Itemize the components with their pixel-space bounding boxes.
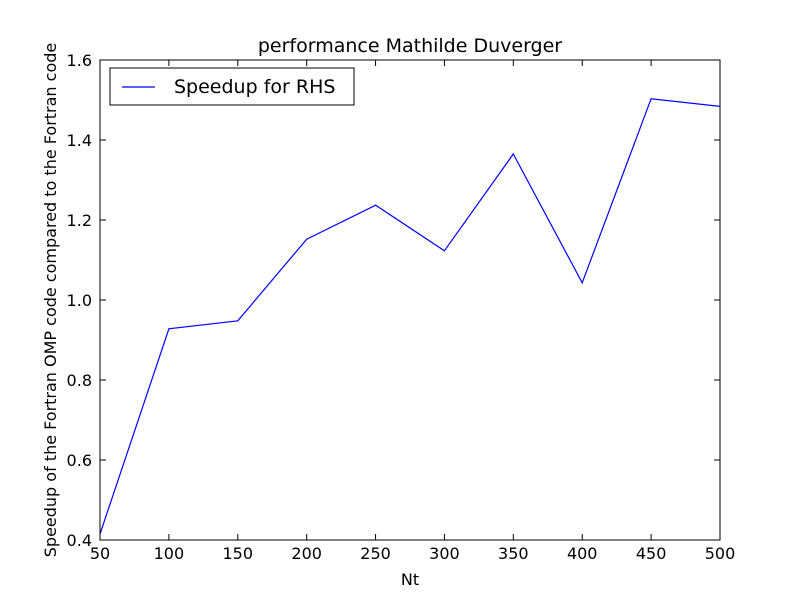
legend-label: Speedup for RHS bbox=[174, 76, 335, 98]
x-tick-label: 400 bbox=[567, 544, 598, 563]
chart-title: performance Mathilde Duverger bbox=[258, 35, 562, 57]
data-point bbox=[168, 328, 170, 330]
axis-ticks bbox=[99, 59, 721, 541]
data-point bbox=[237, 320, 239, 322]
y-tick-label: 1.0 bbox=[67, 291, 92, 310]
x-tick-label: 200 bbox=[291, 544, 322, 563]
y-tick-label: 0.4 bbox=[67, 531, 92, 550]
y-tick-label: 1.4 bbox=[67, 131, 92, 150]
data-point bbox=[374, 204, 377, 206]
x-tick-label: 100 bbox=[154, 544, 185, 563]
data-point bbox=[443, 250, 446, 252]
x-tick-label: 500 bbox=[705, 544, 736, 563]
x-tick-label: 350 bbox=[498, 544, 529, 563]
x-tick-label: 50 bbox=[90, 544, 110, 563]
y-tick-label: 0.8 bbox=[67, 371, 92, 390]
x-tick-label: 250 bbox=[360, 544, 391, 563]
axis-tick-labels: 50 100 150 200 250 300 350 400 450 500 0.4 0.6 0.8 1.… bbox=[67, 51, 736, 563]
x-tick-label: 150 bbox=[223, 544, 254, 563]
x-axis-title: Nt bbox=[401, 570, 419, 589]
plot-frame bbox=[99, 59, 721, 541]
x-tick-label: 450 bbox=[636, 544, 667, 563]
y-tick-label: 1.2 bbox=[67, 211, 92, 230]
data-point bbox=[512, 153, 514, 155]
y-tick-label: 0.6 bbox=[67, 451, 92, 470]
legend: Speedup for RHS bbox=[109, 67, 355, 106]
data-point bbox=[306, 238, 308, 240]
y-tick-label: 1.6 bbox=[67, 51, 92, 70]
x-tick-label: 300 bbox=[429, 544, 460, 563]
y-axis-title: Speedup of the Fortran OMP code compared… bbox=[41, 43, 60, 557]
series-line bbox=[99, 98, 721, 535]
data-point bbox=[581, 282, 583, 284]
plot-area bbox=[100, 60, 720, 540]
data-point bbox=[650, 98, 652, 100]
